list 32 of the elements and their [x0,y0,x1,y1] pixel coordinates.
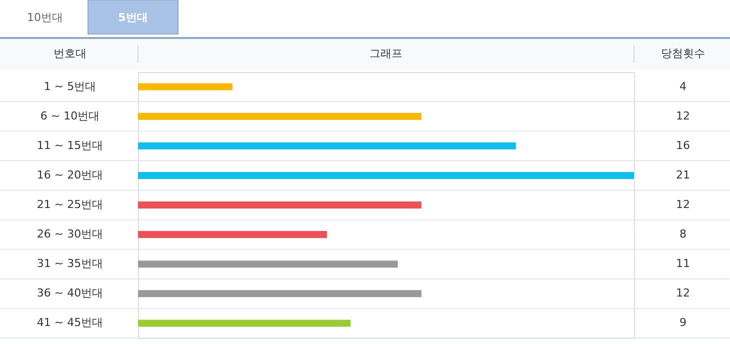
data-label: 12 [676,109,690,122]
bar [138,202,422,208]
y-tick-label: 11 ~ 15번대 [36,138,104,152]
bar [138,260,398,268]
y-tick-label: 41 ~ 45번대 [36,316,104,330]
bar [138,83,232,90]
y-tick-label: 16 ~ 20번대 [36,168,104,182]
bar [138,112,422,120]
bar [138,231,327,238]
text: 5번대 [118,11,148,24]
y-tick-label: 26 ~ 30번대 [36,228,104,241]
y-tick-label: 36 ~ 40번대 [36,286,104,300]
bar [138,320,351,327]
bar [138,290,422,298]
y-axis-title: 번호대 [54,47,86,60]
data-label: 11 [676,257,690,270]
data-label: 9 [680,316,686,330]
text: 당첨횟수 [661,47,705,60]
data-label: 12 [676,198,690,211]
bar [138,142,516,150]
data-label: 16 [676,138,690,152]
y-tick-label: 21 ~ 25번대 [36,198,104,211]
x-axis-title: 그래프 [370,47,402,60]
data-label: 21 [676,168,690,182]
data-label: 12 [676,286,690,300]
data-label: 4 [680,80,686,93]
data-label: 8 [680,228,686,241]
y-tick-label: 31 ~ 35번대 [36,257,104,270]
bar [138,172,634,179]
y-tick-label: 6 ~ 10번대 [40,109,100,122]
y-tick-label: 1 ~ 5번대 [44,80,96,93]
text: 10번대 [27,11,63,24]
